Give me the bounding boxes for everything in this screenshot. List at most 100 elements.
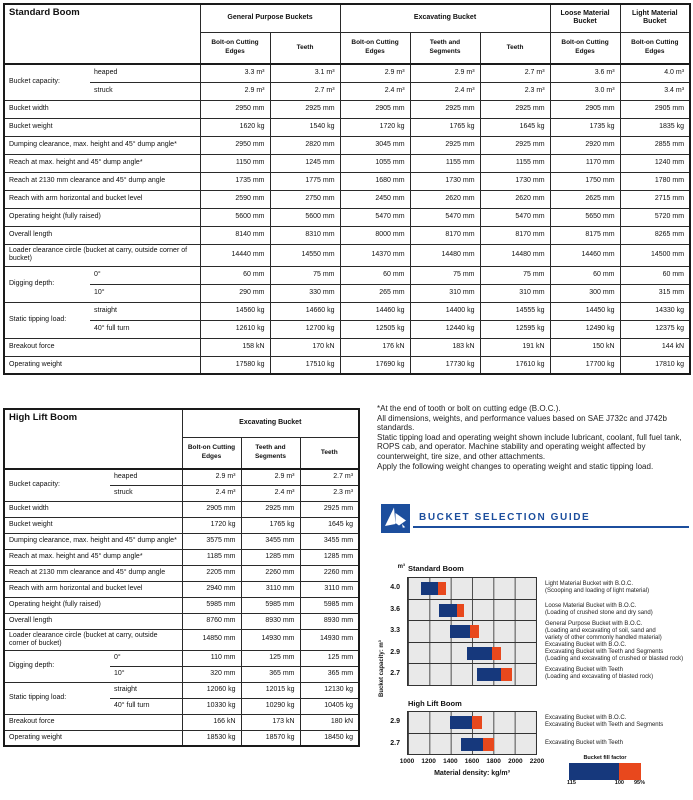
spec-value: 8310 mm	[269, 225, 341, 245]
spec-value: 265 mm	[339, 283, 411, 303]
spec-value: 60 mm	[339, 265, 411, 285]
spec-value: 75 mm	[269, 265, 341, 285]
spec-row: struck 2.4 m³ 2.4 m³ 2.3 m³	[4, 484, 360, 502]
spec-row: Bucket weight 1720 kg 1765 kg 1645 kg	[3, 516, 360, 534]
spec-value: 5600 mm	[269, 207, 341, 227]
boom-title: Standard Boom	[408, 564, 464, 573]
spec-value: 2.3 m³	[299, 484, 360, 502]
legend-bar	[569, 763, 641, 780]
spec-value: 14450 kg	[549, 301, 621, 321]
bucket-annotation: Excavating Bucket with B.O.C. Excavating…	[545, 715, 664, 729]
spec-value: 2.7 m³	[269, 81, 341, 101]
spec-value: 183 kN	[409, 337, 481, 357]
spec-row: Static tipping load: straight 12060 kg 1201…	[3, 681, 360, 715]
spec-value: 12610 kg	[199, 319, 271, 339]
table-header: High Lift Boom Excavating Bucket Bolt-on C…	[3, 408, 360, 470]
spec-value: 2905 mm	[619, 99, 691, 119]
spec-row: Digging depth: 0° 110 mm 125 mm 125 mm	[3, 649, 360, 683]
footnote-line: *At the end of tooth or bolt on cutting …	[377, 404, 561, 413]
spec-value: 2.4 m³	[409, 81, 481, 101]
spec-value: 1720 kg	[339, 117, 411, 137]
spec-value: 17610 kg	[479, 355, 551, 375]
spec-value: 18450 kg	[299, 729, 360, 747]
spec-value: 14370 mm	[339, 243, 411, 267]
spec-value: 1835 kg	[619, 117, 691, 137]
row-label: Bucket capacity:	[3, 63, 90, 101]
row-label: Reach with arm horizontal and bucket lev…	[3, 580, 183, 598]
spec-value: 14555 kg	[479, 301, 551, 321]
y-tick-label: 3.3	[390, 627, 400, 634]
spec-value: 1765 kg	[240, 516, 301, 534]
spec-value: 2925 mm	[269, 99, 341, 119]
row-label: Reach at 2130 mm clearance and 45° dump …	[3, 171, 201, 191]
spec-value: 1155 mm	[479, 153, 551, 173]
spec-value: 2.3 m³	[479, 81, 551, 101]
spec-value: 2925 mm	[240, 500, 301, 518]
spec-value: 14440 mm	[199, 243, 271, 267]
x-tick-label: 2000	[508, 758, 523, 765]
spec-value: 12060 kg	[181, 681, 242, 699]
column-subheader: Bolt-on Cutting Edges	[619, 31, 691, 65]
spec-value: 3.6 m³	[549, 63, 621, 83]
spec-value: 14660 kg	[269, 301, 341, 321]
spec-value: 12490 kg	[549, 319, 621, 339]
standard-boom-table-wrap: Standard Boom General Purpose Buckets Exca…	[3, 3, 692, 375]
spec-value: 5985 mm	[240, 596, 301, 614]
spec-value: 2260 mm	[299, 564, 360, 582]
boom-title: High Lift Boom	[408, 699, 462, 708]
spec-value: 17580 kg	[199, 355, 271, 375]
spec-value: 2925 mm	[479, 135, 551, 155]
bucket-annotation: Excavating Bucket with B.O.C. Excavating…	[545, 642, 684, 663]
spec-row: Dumping clearance, max. height and 45° d…	[3, 135, 691, 155]
spec-value: 2750 mm	[269, 189, 341, 209]
fill-factor-bar-blue	[467, 646, 493, 660]
spec-value: 144 kN	[619, 337, 691, 357]
spec-value: 3.1 m³	[269, 63, 341, 83]
spec-row: Reach with arm horizontal and bucket lev…	[3, 580, 360, 598]
column-group-header: Light Material Bucket	[619, 3, 691, 33]
spec-value: 1730 mm	[409, 171, 481, 191]
spec-value: 5985 mm	[299, 596, 360, 614]
legend-orange-swatch	[619, 763, 641, 780]
spec-value: 18530 kg	[181, 729, 242, 747]
spec-value: 14480 mm	[479, 243, 551, 267]
spec-value: 12375 kg	[619, 319, 691, 339]
spec-row: 40° full turn 10330 kg 10290 kg 10405 kg	[4, 697, 360, 715]
legend-value: 95%	[633, 780, 645, 786]
fill-factor-legend: Bucket fill factor 115 100 95%	[567, 755, 645, 788]
column-subheader: Teeth	[479, 31, 551, 65]
y-tick-label: 2.7	[390, 670, 400, 677]
legend-value: 100	[614, 780, 624, 786]
spec-value: 12595 kg	[479, 319, 551, 339]
spec-value: 14460 mm	[549, 243, 621, 267]
spec-value: 2260 mm	[240, 564, 301, 582]
spec-value: 14560 kg	[199, 301, 271, 321]
legend-blue-swatch	[569, 763, 620, 780]
table-body: Bucket capacity: heaped 2.9 m³ 2.9 m³ 2.7 m³…	[3, 468, 360, 747]
row-label: Loader clearance circle (bucket at carry…	[3, 628, 183, 651]
spec-value: 1645 kg	[299, 516, 360, 534]
header-sub-row: Bolt-on Cutting Edges Teeth Bolt-on Cuttin…	[4, 31, 691, 65]
row-sublabel: straight	[90, 301, 201, 321]
row-label: Digging depth:	[3, 649, 110, 683]
row-label: Bucket weight	[3, 117, 201, 137]
fill-factor-bar-blue	[439, 603, 458, 617]
spec-row: Bucket weight 1620 kg 1540 kg 1720 kg 1765 k…	[3, 117, 691, 137]
chart-row-band: Excavating Bucket with B.O.C. Excavating…	[407, 711, 663, 734]
spec-value: 1155 mm	[409, 153, 481, 173]
spec-value: 5985 mm	[181, 596, 242, 614]
footnotes: *At the end of tooth or bolt on cutting …	[377, 404, 691, 471]
spec-value: 2925 mm	[479, 99, 551, 119]
x-axis-ticks: 1000 1200 1400 1600 1800 2000 2200	[400, 758, 544, 766]
spec-value: 17690 kg	[339, 355, 411, 375]
spec-value: 8170 mm	[409, 225, 481, 245]
spec-value: 150 kN	[549, 337, 621, 357]
bucket-annotation: General Purpose Bucket with B.O.C. (Load…	[545, 620, 662, 641]
spec-value: 330 mm	[269, 283, 341, 303]
column-subheader: Teeth	[299, 436, 360, 470]
spec-value: 8170 mm	[479, 225, 551, 245]
spec-value: 1150 mm	[199, 153, 271, 173]
row-label: Operating height (fully raised)	[3, 207, 201, 227]
spec-row: Reach at max. height and 45° dump angle*…	[3, 153, 691, 173]
spec-row: Overall length 8760 mm 8930 mm 8930 mm	[3, 612, 360, 630]
